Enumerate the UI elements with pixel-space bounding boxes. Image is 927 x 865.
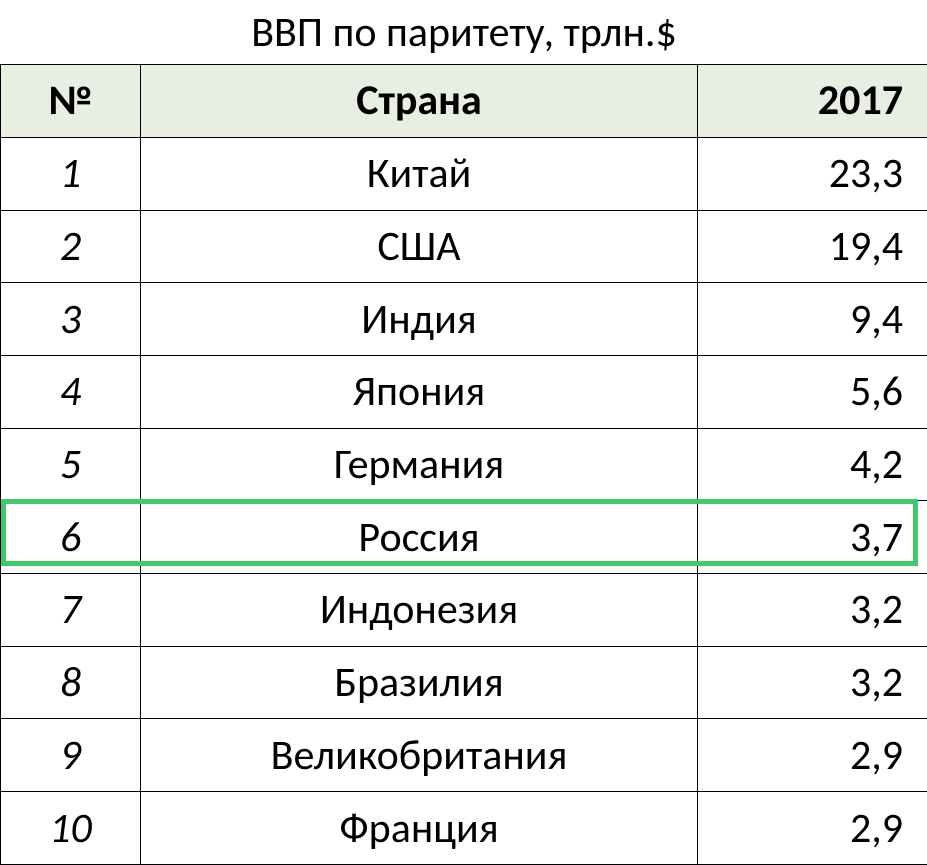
rank-cell: 3 xyxy=(1,283,141,356)
table-row: 2 США 19,4 xyxy=(1,210,927,283)
gdp-table-container: ВВП по паритету, трлн.$ № Страна 2017 1 … xyxy=(0,0,927,865)
rank-cell: 2 xyxy=(1,210,141,283)
value-cell: 9,4 xyxy=(698,283,927,356)
table-row: 8 Бразилия 3,2 xyxy=(1,646,927,719)
country-cell: США xyxy=(141,210,698,283)
value-cell: 3,7 xyxy=(698,501,927,574)
value-cell: 3,2 xyxy=(698,574,927,647)
rank-cell: 9 xyxy=(1,719,141,792)
country-cell: Франция xyxy=(141,792,698,865)
rank-cell: 1 xyxy=(1,137,141,210)
table-row: 4 Япония 5,6 xyxy=(1,355,927,428)
gdp-table: ВВП по паритету, трлн.$ № Страна 2017 1 … xyxy=(0,0,927,865)
table-row: 1 Китай 23,3 xyxy=(1,137,927,210)
table-row: 3 Индия 9,4 xyxy=(1,283,927,356)
value-cell: 4,2 xyxy=(698,428,927,501)
rank-cell: 7 xyxy=(1,574,141,647)
value-cell: 3,2 xyxy=(698,646,927,719)
country-cell: Россия xyxy=(141,501,698,574)
country-cell: Индонезия xyxy=(141,574,698,647)
country-cell: Великобритания xyxy=(141,719,698,792)
table-title-row: ВВП по паритету, трлн.$ xyxy=(1,0,927,65)
table-row: 9 Великобритания 2,9 xyxy=(1,719,927,792)
table-header-row: № Страна 2017 xyxy=(1,65,927,138)
column-header-rank: № xyxy=(1,65,141,138)
country-cell: Бразилия xyxy=(141,646,698,719)
rank-cell: 6 xyxy=(1,501,141,574)
table-row: 6 Россия 3,7 xyxy=(1,501,927,574)
value-cell: 19,4 xyxy=(698,210,927,283)
table-row: 7 Индонезия 3,2 xyxy=(1,574,927,647)
value-cell: 2,9 xyxy=(698,792,927,865)
column-header-country: Страна xyxy=(141,65,698,138)
country-cell: Индия xyxy=(141,283,698,356)
value-cell: 23,3 xyxy=(698,137,927,210)
rank-cell: 10 xyxy=(1,792,141,865)
rank-cell: 4 xyxy=(1,355,141,428)
rank-cell: 8 xyxy=(1,646,141,719)
column-header-year: 2017 xyxy=(698,65,927,138)
table-row: 5 Германия 4,2 xyxy=(1,428,927,501)
table-row: 10 Франция 2,9 xyxy=(1,792,927,865)
country-cell: Китай xyxy=(141,137,698,210)
country-cell: Германия xyxy=(141,428,698,501)
table-title: ВВП по паритету, трлн.$ xyxy=(1,0,927,65)
country-cell: Япония xyxy=(141,355,698,428)
rank-cell: 5 xyxy=(1,428,141,501)
value-cell: 2,9 xyxy=(698,719,927,792)
value-cell: 5,6 xyxy=(698,355,927,428)
